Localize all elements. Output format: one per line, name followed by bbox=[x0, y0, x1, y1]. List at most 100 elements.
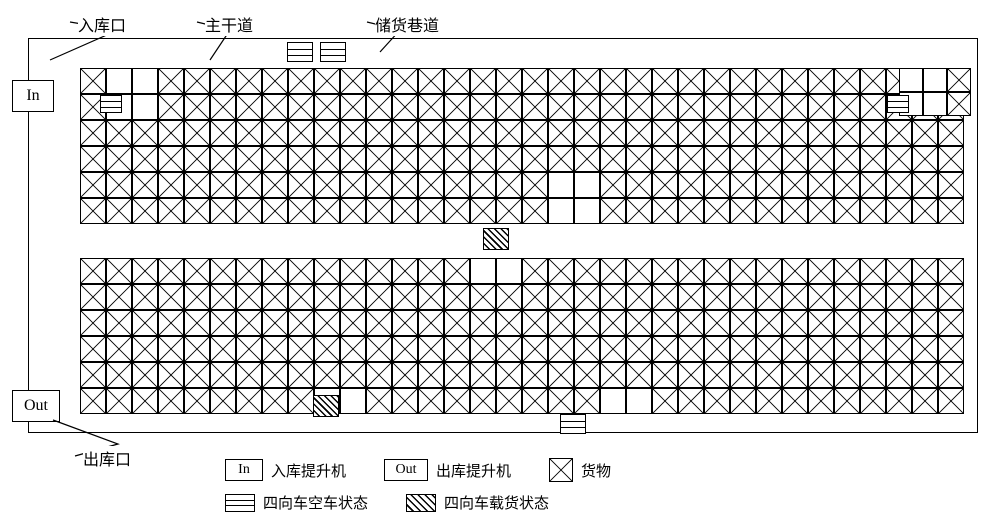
storage-cell bbox=[782, 198, 808, 224]
storage-cell bbox=[262, 284, 288, 310]
shuttle-empty bbox=[100, 95, 122, 113]
storage-cell bbox=[366, 388, 392, 414]
storage-cell bbox=[340, 198, 366, 224]
storage-cell bbox=[106, 336, 132, 362]
storage-cell bbox=[80, 388, 106, 414]
storage-cell bbox=[418, 198, 444, 224]
storage-cell bbox=[158, 258, 184, 284]
storage-cell bbox=[522, 198, 548, 224]
storage-cell bbox=[470, 146, 496, 172]
storage-cell bbox=[392, 94, 418, 120]
storage-cell bbox=[626, 258, 652, 284]
storage-cell bbox=[808, 146, 834, 172]
storage-cell bbox=[730, 198, 756, 224]
storage-cell bbox=[210, 310, 236, 336]
storage-cell bbox=[808, 198, 834, 224]
storage-cell bbox=[288, 258, 314, 284]
storage-cell bbox=[626, 68, 652, 94]
storage-cell bbox=[938, 310, 964, 336]
storage-cell bbox=[262, 120, 288, 146]
storage-cell bbox=[340, 310, 366, 336]
shuttle-empty bbox=[560, 414, 586, 434]
storage-cell bbox=[314, 120, 340, 146]
storage-cell bbox=[340, 336, 366, 362]
storage-cell bbox=[782, 336, 808, 362]
storage-cell bbox=[314, 146, 340, 172]
storage-cell bbox=[678, 172, 704, 198]
storage-cell bbox=[574, 362, 600, 388]
storage-cell bbox=[184, 388, 210, 414]
storage-cell bbox=[756, 310, 782, 336]
legend-item-car_empty: 四向车空车状态 bbox=[225, 492, 368, 513]
storage-cell bbox=[704, 172, 730, 198]
storage-cell bbox=[210, 94, 236, 120]
storage-cell bbox=[834, 336, 860, 362]
storage-cell bbox=[938, 172, 964, 198]
storage-cell bbox=[314, 68, 340, 94]
storage-cell bbox=[548, 94, 574, 120]
storage-cell bbox=[210, 258, 236, 284]
storage-cell bbox=[158, 336, 184, 362]
storage-cell bbox=[808, 336, 834, 362]
storage-cell bbox=[730, 336, 756, 362]
storage-cell bbox=[756, 120, 782, 146]
storage-cell bbox=[444, 146, 470, 172]
storage-cell bbox=[808, 284, 834, 310]
storage-cell bbox=[704, 310, 730, 336]
storage-cell bbox=[756, 68, 782, 94]
storage-cell bbox=[158, 284, 184, 310]
storage-cell bbox=[548, 146, 574, 172]
shuttle-empty bbox=[287, 42, 313, 62]
storage-cell bbox=[236, 120, 262, 146]
storage-cell bbox=[132, 362, 158, 388]
storage-cell bbox=[496, 198, 522, 224]
storage-cell bbox=[392, 258, 418, 284]
storage-cell bbox=[548, 362, 574, 388]
storage-cell bbox=[548, 68, 574, 94]
storage-cell bbox=[860, 310, 886, 336]
storage-cell bbox=[574, 94, 600, 120]
storage-cell bbox=[288, 362, 314, 388]
storage-cell bbox=[210, 120, 236, 146]
storage-cell bbox=[626, 146, 652, 172]
storage-cell bbox=[548, 388, 574, 414]
storage-cell bbox=[132, 172, 158, 198]
storage-cell bbox=[912, 336, 938, 362]
storage-cell bbox=[392, 120, 418, 146]
storage-cell bbox=[366, 146, 392, 172]
storage-cell bbox=[444, 172, 470, 198]
storage-cell bbox=[392, 172, 418, 198]
storage-cell bbox=[366, 336, 392, 362]
storage-cell bbox=[678, 284, 704, 310]
storage-cell bbox=[704, 94, 730, 120]
storage-cell bbox=[236, 362, 262, 388]
storage-cell bbox=[470, 336, 496, 362]
storage-cell bbox=[574, 388, 600, 414]
storage-cell bbox=[418, 94, 444, 120]
storage-cell bbox=[756, 362, 782, 388]
storage-cell bbox=[158, 362, 184, 388]
storage-cell bbox=[782, 388, 808, 414]
storage-cell bbox=[652, 120, 678, 146]
storage-cell bbox=[574, 198, 600, 224]
storage-cell bbox=[470, 198, 496, 224]
storage-cell bbox=[236, 258, 262, 284]
storage-cell bbox=[210, 388, 236, 414]
storage-cell bbox=[938, 336, 964, 362]
legend: In入库提升机Out出库提升机货物四向车空车状态四向车载货状态 bbox=[225, 458, 945, 523]
storage-cell bbox=[132, 198, 158, 224]
storage-cell bbox=[886, 120, 912, 146]
storage-cell bbox=[236, 68, 262, 94]
storage-cell bbox=[314, 310, 340, 336]
storage-cell bbox=[340, 362, 366, 388]
shuttle-loaded bbox=[313, 395, 339, 417]
storage-cell bbox=[262, 94, 288, 120]
storage-cell bbox=[678, 94, 704, 120]
storage-cell bbox=[704, 68, 730, 94]
storage-cell bbox=[808, 172, 834, 198]
storage-cell bbox=[262, 258, 288, 284]
storage-cell bbox=[314, 172, 340, 198]
storage-cell bbox=[158, 172, 184, 198]
storage-cell bbox=[340, 68, 366, 94]
storage-cell bbox=[652, 362, 678, 388]
